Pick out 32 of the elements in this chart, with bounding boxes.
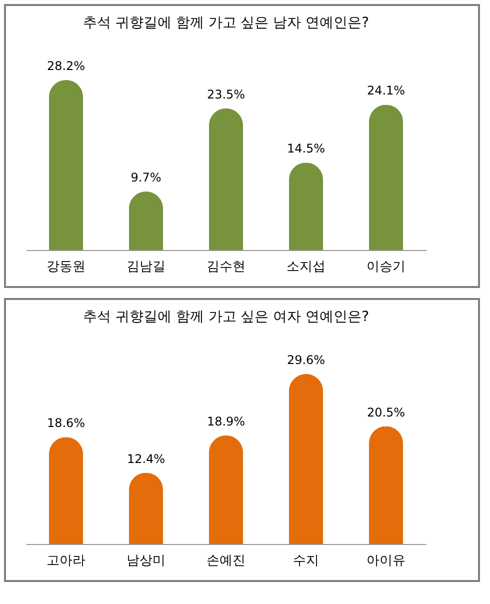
x-tick-label: 수지 xyxy=(293,554,319,568)
bar xyxy=(289,162,323,250)
bar xyxy=(49,80,83,250)
bar xyxy=(209,108,243,250)
data-label: 18.6% xyxy=(46,416,86,430)
bar xyxy=(49,437,83,544)
x-tick-label: 남상미 xyxy=(126,554,166,568)
data-label: 12.4% xyxy=(126,452,166,466)
data-label: 23.5% xyxy=(206,87,246,102)
x-tick-label: 고아라 xyxy=(46,554,86,568)
data-label: 18.9% xyxy=(206,414,246,428)
x-tick-label: 김남길 xyxy=(126,260,166,274)
bar xyxy=(209,435,243,544)
bar xyxy=(129,192,163,250)
bar xyxy=(369,104,403,250)
data-label: 28.2% xyxy=(46,59,86,73)
bar xyxy=(289,374,323,544)
data-label: 9.7% xyxy=(130,170,162,185)
x-tick-label: 이승기 xyxy=(366,260,406,274)
bar xyxy=(369,426,403,544)
x-tick-label: 소지섭 xyxy=(286,260,326,274)
bar xyxy=(129,472,163,544)
data-label: 29.6% xyxy=(286,353,326,367)
chart-title: 추석 귀향길에 함께 가고 싶은 남자 연예인은? xyxy=(82,15,370,31)
data-label: 20.5% xyxy=(366,405,406,420)
x-tick-label: 손예진 xyxy=(206,554,246,568)
chart-title: 추석 귀향길에 함께 가고 싶은 여자 연예인은? xyxy=(82,309,370,325)
x-tick-label: 아이유 xyxy=(366,554,406,568)
data-label: 24.1% xyxy=(366,84,406,98)
x-tick-label: 김수현 xyxy=(206,260,246,274)
x-tick-label: 강동원 xyxy=(46,260,86,274)
data-label: 14.5% xyxy=(286,142,326,156)
